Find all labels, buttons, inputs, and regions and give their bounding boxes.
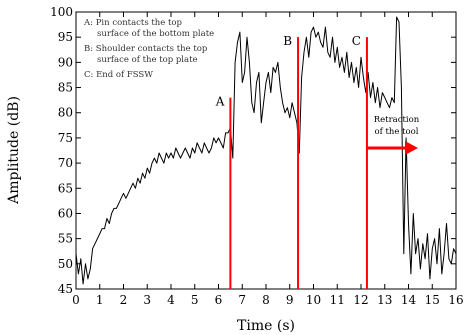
x-tick-label: 2 bbox=[120, 293, 128, 307]
marker-label-c: C bbox=[352, 34, 361, 48]
y-axis-ticks: 45 50 55 60 65 70 75 80 85 90 95 100 bbox=[50, 5, 456, 296]
y-tick-label: 45 bbox=[58, 282, 73, 296]
x-tick-label: 10 bbox=[306, 293, 321, 307]
legend-line-a: A: Pin contacts the top bbox=[83, 18, 183, 28]
series-layer bbox=[75, 16, 457, 285]
annotation-line: Retraction bbox=[374, 115, 420, 125]
legend-line-b-cont: surface of the top plate bbox=[97, 55, 198, 65]
y-tick-label: 60 bbox=[58, 206, 73, 220]
annotation-line: of the tool bbox=[374, 127, 418, 137]
x-tick-label: 4 bbox=[167, 293, 175, 307]
x-tick-label: 5 bbox=[191, 293, 199, 307]
y-tick-label: 95 bbox=[58, 30, 73, 44]
y-tick-label: 50 bbox=[58, 257, 73, 271]
y-tick-label: 100 bbox=[50, 5, 73, 19]
x-tick-label: 15 bbox=[425, 293, 440, 307]
x-axis-title: Time (s) bbox=[237, 318, 295, 334]
x-tick-label: 0 bbox=[72, 293, 80, 307]
y-tick-label: 80 bbox=[58, 106, 73, 120]
x-tick-label: 14 bbox=[401, 293, 417, 307]
x-axis-ticks: 0 1 2 3 4 5 6 7 8 9 10 11 12 13 14 15 16 bbox=[72, 12, 464, 307]
x-tick-label: 11 bbox=[330, 293, 345, 307]
x-tick-label: 3 bbox=[143, 293, 151, 307]
legend-box: A: Pin contacts the top surface of the b… bbox=[83, 18, 214, 80]
y-axis-title: Amplitude (dB) bbox=[6, 96, 22, 205]
retraction-arrow-head bbox=[405, 140, 418, 155]
legend-line-a-cont: surface of the bottom plate bbox=[97, 29, 214, 39]
x-tick-label: 9 bbox=[286, 293, 294, 307]
y-tick-label: 90 bbox=[58, 55, 73, 69]
legend-line-b: B: Shoulder contacts the top bbox=[84, 44, 208, 54]
x-tick-label: 13 bbox=[377, 293, 392, 307]
x-tick-label: 1 bbox=[96, 293, 104, 307]
annotation-layer: Retraction of the tool bbox=[366, 115, 420, 155]
series-line bbox=[75, 16, 457, 285]
y-tick-label: 55 bbox=[58, 232, 73, 246]
marker-label-b: B bbox=[283, 34, 292, 48]
marker-label-a: A bbox=[215, 95, 225, 109]
legend-line-c: C: End of FSSW bbox=[84, 70, 153, 80]
x-tick-label: 6 bbox=[215, 293, 223, 307]
x-tick-label: 16 bbox=[448, 293, 463, 307]
marker-layer: A B C bbox=[215, 34, 368, 289]
x-tick-label: 12 bbox=[353, 293, 368, 307]
y-tick-label: 85 bbox=[58, 81, 73, 95]
y-tick-label: 70 bbox=[58, 156, 73, 170]
y-tick-label: 75 bbox=[58, 131, 73, 145]
x-tick-label: 7 bbox=[238, 293, 246, 307]
x-tick-label: 8 bbox=[262, 293, 270, 307]
y-tick-label: 65 bbox=[58, 181, 73, 195]
